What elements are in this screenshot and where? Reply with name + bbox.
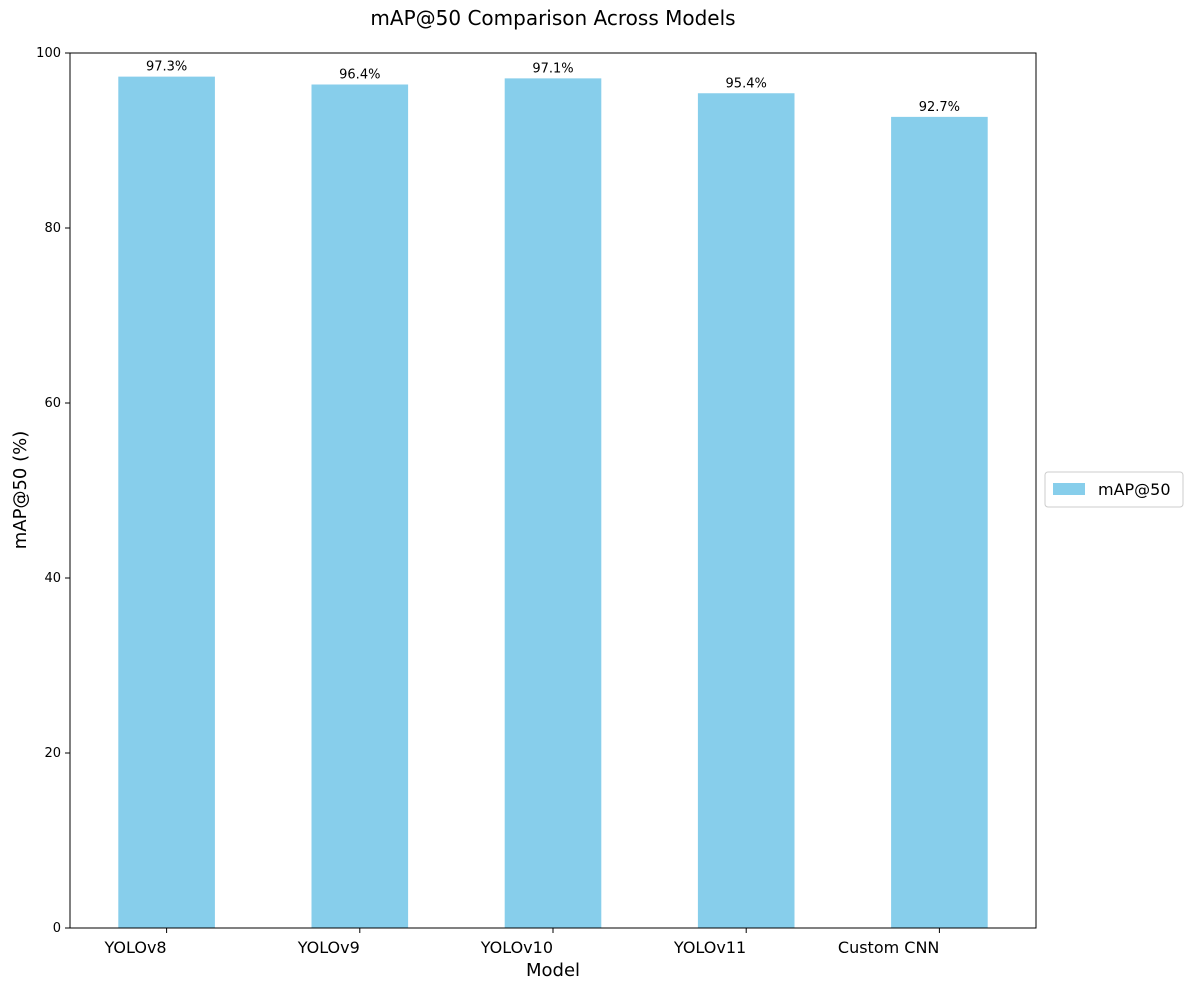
- bar-value-label: 96.4%: [339, 68, 380, 83]
- bar-yolov10: [504, 78, 602, 928]
- legend-label: mAP@50: [1098, 480, 1171, 499]
- bar-value-label: 92.7%: [919, 100, 960, 115]
- y-tick-label: 20: [44, 746, 61, 761]
- x-tick-label: YOLOv8: [104, 938, 167, 957]
- y-axis-ticks: 0 20 40 60 80 100: [36, 46, 70, 936]
- plot-frame: [69, 52, 1037, 929]
- x-axis-ticks: YOLOv8 YOLOv9 YOLOv10 YOLOv11 Custom CNN: [104, 928, 940, 957]
- chart-title: mAP@50 Comparison Across Models: [370, 6, 735, 30]
- bar-value-label: 97.1%: [532, 61, 573, 76]
- legend-swatch: [1053, 483, 1085, 495]
- x-axis-label: Model: [526, 960, 580, 981]
- y-tick-label: 40: [44, 571, 61, 586]
- bar-value-labels: 97.3% 96.4% 97.1% 95.4% 92.7%: [146, 60, 960, 115]
- legend-box: [1044, 471, 1184, 508]
- bar-custom-cnn: [891, 116, 988, 928]
- bar-yolov8: [118, 76, 215, 928]
- y-tick-label: 80: [44, 221, 61, 236]
- y-tick-label: 0: [53, 921, 61, 936]
- y-tick-label: 60: [44, 396, 61, 411]
- bar-yolov9: [311, 84, 409, 928]
- legend: mAP@50: [1044, 471, 1184, 508]
- x-tick-label: Custom CNN: [838, 938, 940, 957]
- x-tick-label: YOLOv10: [480, 938, 553, 957]
- y-tick-label: 100: [36, 46, 61, 61]
- bar-yolov11: [697, 93, 795, 928]
- x-tick-label: YOLOv9: [297, 938, 360, 957]
- bar-value-label: 97.3%: [146, 60, 187, 75]
- bars: [118, 76, 988, 928]
- y-axis-label: mAP@50 (%): [10, 431, 31, 549]
- x-tick-label: YOLOv11: [673, 938, 746, 957]
- bar-value-label: 95.4%: [726, 76, 767, 91]
